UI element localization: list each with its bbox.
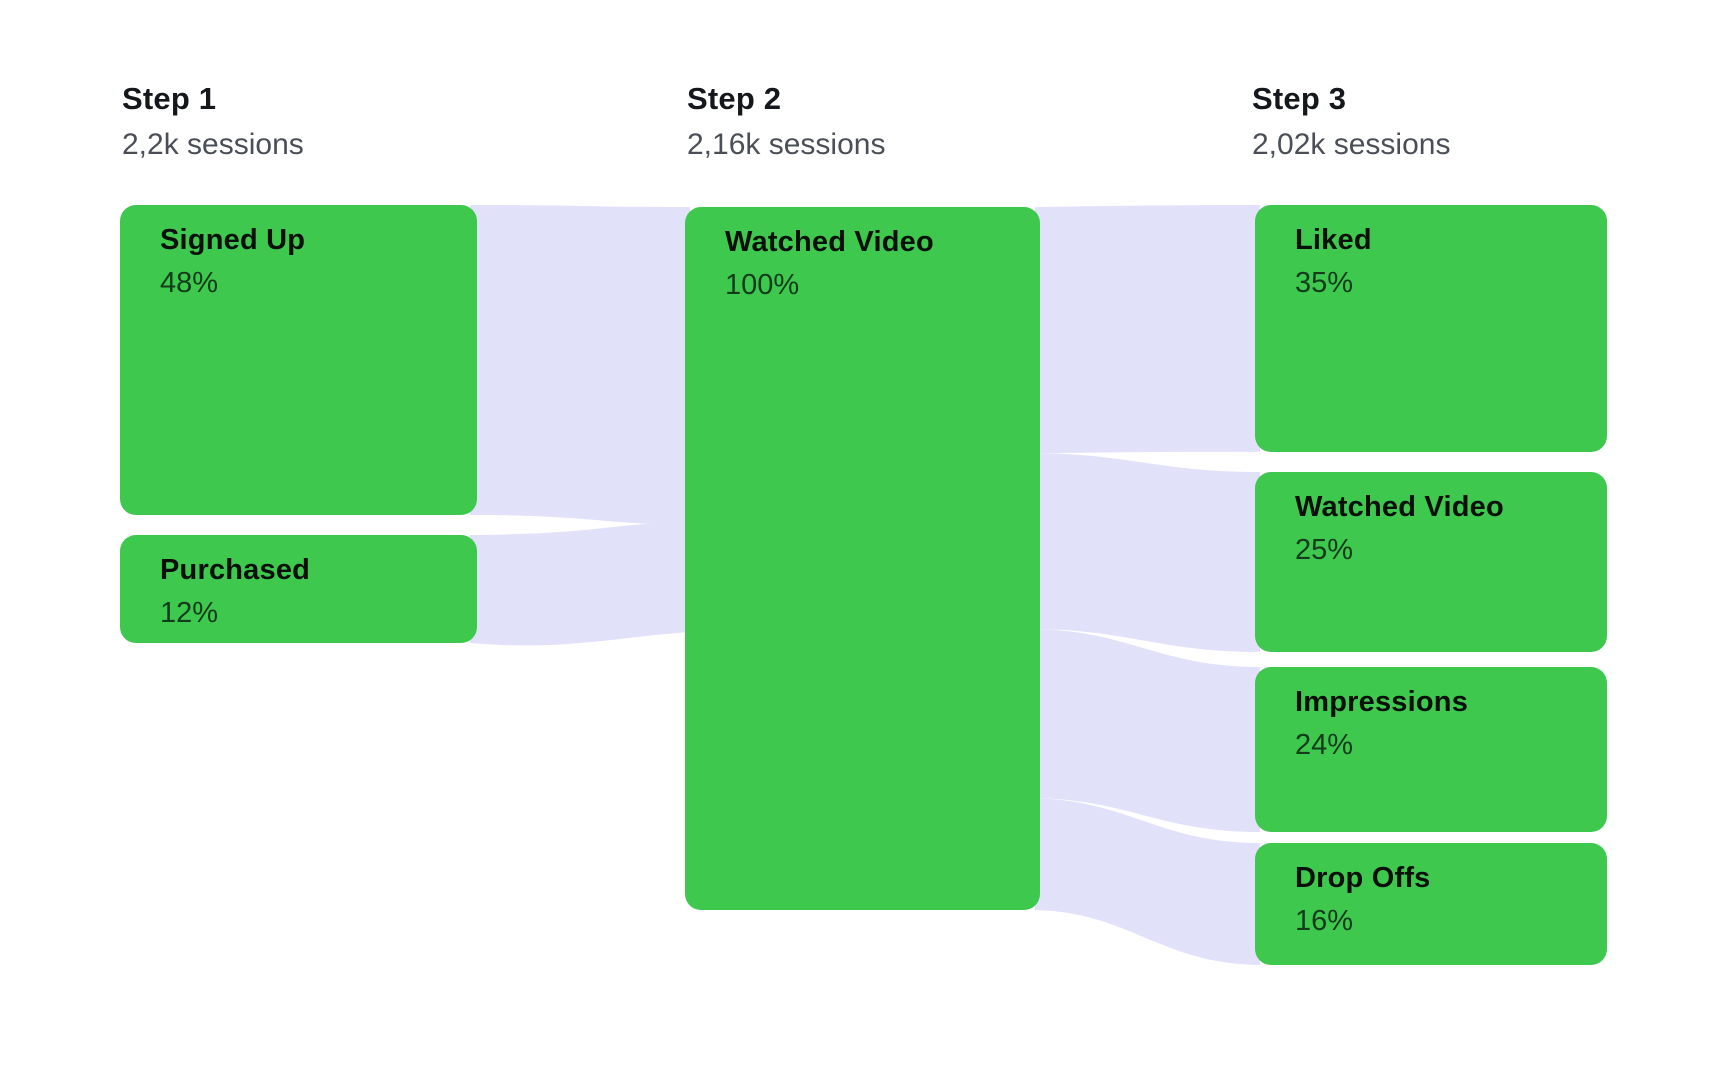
step-1-header: Step 1 2,2k sessions <box>122 80 304 164</box>
node-drop-offs-percent: 16% <box>1295 905 1354 937</box>
node-drop-offs-label: Drop Offs <box>1295 862 1431 894</box>
node-watched-video-step-2-label: Watched Video <box>725 226 934 258</box>
node-purchased-label: Purchased <box>160 554 311 586</box>
step-3-sessions: 2,02k sessions <box>1252 128 1451 161</box>
flow-watched-video-to-drop-offs <box>1035 798 1260 965</box>
flow-signed-up-to-watched-video <box>470 205 690 525</box>
node-liked-label: Liked <box>1295 224 1372 256</box>
node-purchased[interactable]: Purchased 12% <box>120 535 477 643</box>
step-3-header: Step 3 2,02k sessions <box>1252 80 1450 164</box>
step-1-sessions: 2,2k sessions <box>122 128 304 161</box>
node-watched-video-step-2[interactable]: Watched Video 100% <box>685 207 1040 910</box>
node-liked[interactable]: Liked 35% <box>1255 205 1607 452</box>
node-watched-video-step-3-label: Watched Video <box>1295 491 1504 523</box>
node-drop-offs[interactable]: Drop Offs 16% <box>1255 843 1607 965</box>
node-watched-video-step-3[interactable]: Watched Video 25% <box>1255 472 1607 652</box>
node-signed-up[interactable]: Signed Up 48% <box>120 205 477 515</box>
flow-watched-video-to-impressions <box>1035 629 1260 832</box>
step-2-sessions: 2,16k sessions <box>687 128 886 161</box>
step-2-title: Step 2 <box>687 81 782 116</box>
node-impressions[interactable]: Impressions 24% <box>1255 667 1607 832</box>
node-signed-up-percent: 48% <box>160 267 219 299</box>
step-1-title: Step 1 <box>122 81 217 116</box>
node-impressions-percent: 24% <box>1295 729 1354 761</box>
step-2-header: Step 2 2,16k sessions <box>687 80 885 164</box>
flow-watched-video-to-watched-video <box>1035 453 1260 652</box>
node-liked-percent: 35% <box>1295 267 1354 299</box>
node-purchased-percent: 12% <box>160 597 219 629</box>
flow-purchased-to-watched-video <box>470 522 690 646</box>
flow-watched-video-to-liked <box>1035 205 1260 453</box>
node-watched-video-step-2-percent: 100% <box>725 269 800 301</box>
node-watched-video-step-3-percent: 25% <box>1295 534 1354 566</box>
step-3-title: Step 3 <box>1252 81 1347 116</box>
node-signed-up-label: Signed Up <box>160 224 306 256</box>
node-impressions-label: Impressions <box>1295 686 1469 718</box>
